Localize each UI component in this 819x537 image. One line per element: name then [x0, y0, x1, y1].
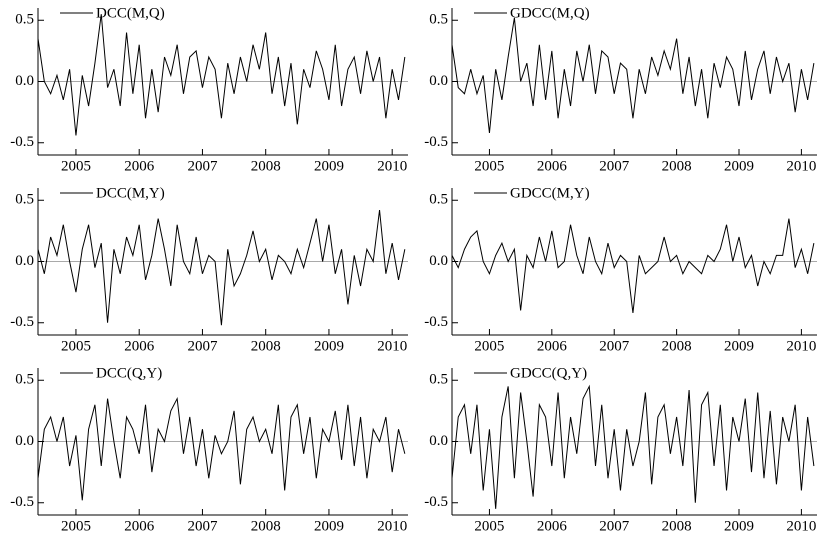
y-tick-label: -0.5 [424, 494, 448, 510]
y-tick-label: 0.5 [429, 372, 448, 388]
x-tick-label: 2006 [537, 158, 568, 174]
x-tick-label: 2005 [474, 518, 504, 534]
x-tick-label: 2010 [786, 518, 816, 534]
y-tick-label: -0.5 [10, 494, 34, 510]
y-tick-label: 0.0 [429, 253, 448, 269]
x-tick-label: 2009 [724, 518, 754, 534]
x-tick-label: 2008 [662, 158, 692, 174]
y-tick-label: 0.0 [429, 73, 448, 89]
y-tick-label: -0.5 [424, 134, 448, 150]
series-line [37, 209, 406, 326]
y-tick-label: 0.5 [15, 372, 34, 388]
x-tick-label: 2008 [251, 518, 281, 534]
x-tick-label: 2007 [187, 518, 218, 534]
series-line [451, 384, 815, 509]
x-tick-label: 2007 [599, 158, 630, 174]
y-tick-label: -0.5 [10, 314, 34, 330]
x-tick-label: 2008 [662, 338, 692, 354]
x-tick-label: 2010 [786, 338, 816, 354]
x-tick-label: 2010 [377, 338, 407, 354]
legend-label: DCC(Q,Y) [96, 365, 162, 381]
x-tick-label: 2009 [314, 158, 344, 174]
x-tick-label: 2009 [314, 338, 344, 354]
y-tick-label: 0.5 [429, 192, 448, 208]
legend-label: GDCC(M,Y) [510, 185, 590, 201]
x-tick-label: 2006 [124, 518, 155, 534]
x-tick-label: 2008 [251, 338, 281, 354]
x-tick-label: 2007 [187, 338, 218, 354]
series-line [451, 218, 815, 314]
x-tick-label: 2010 [786, 158, 816, 174]
x-tick-label: 2008 [662, 518, 692, 534]
x-tick-label: 2005 [61, 158, 91, 174]
x-tick-label: 2005 [474, 158, 504, 174]
x-tick-label: 2010 [377, 158, 407, 174]
x-tick-label: 2009 [724, 338, 754, 354]
legend-label: GDCC(Q,Y) [510, 365, 587, 381]
x-tick-label: 2007 [599, 338, 630, 354]
x-tick-label: 2005 [61, 518, 91, 534]
x-tick-label: 2007 [599, 518, 630, 534]
x-tick-label: 2005 [61, 338, 91, 354]
legend-label: DCC(M,Y) [96, 185, 165, 201]
legend-label: DCC(M,Q) [96, 5, 165, 21]
y-tick-label: 0.5 [15, 192, 34, 208]
x-tick-label: 2008 [251, 158, 281, 174]
y-tick-label: 0.5 [429, 12, 448, 28]
x-tick-label: 2009 [314, 518, 344, 534]
x-tick-label: 2009 [724, 158, 754, 174]
x-tick-label: 2007 [187, 158, 218, 174]
y-tick-label: -0.5 [424, 314, 448, 330]
series-line [37, 14, 406, 136]
x-tick-label: 2006 [124, 338, 155, 354]
series-line [451, 17, 815, 134]
x-tick-label: 2006 [537, 518, 568, 534]
x-tick-label: 2006 [124, 158, 155, 174]
y-tick-label: 0.0 [15, 433, 34, 449]
legend-label: GDCC(M,Q) [510, 5, 590, 21]
x-tick-label: 2006 [537, 338, 568, 354]
y-tick-label: 0.0 [15, 73, 34, 89]
series-line [37, 396, 406, 501]
x-tick-label: 2010 [377, 518, 407, 534]
y-tick-label: 0.5 [15, 12, 34, 28]
y-tick-label: -0.5 [10, 134, 34, 150]
y-tick-label: 0.0 [429, 433, 448, 449]
y-tick-label: 0.0 [15, 253, 34, 269]
x-tick-label: 2005 [474, 338, 504, 354]
